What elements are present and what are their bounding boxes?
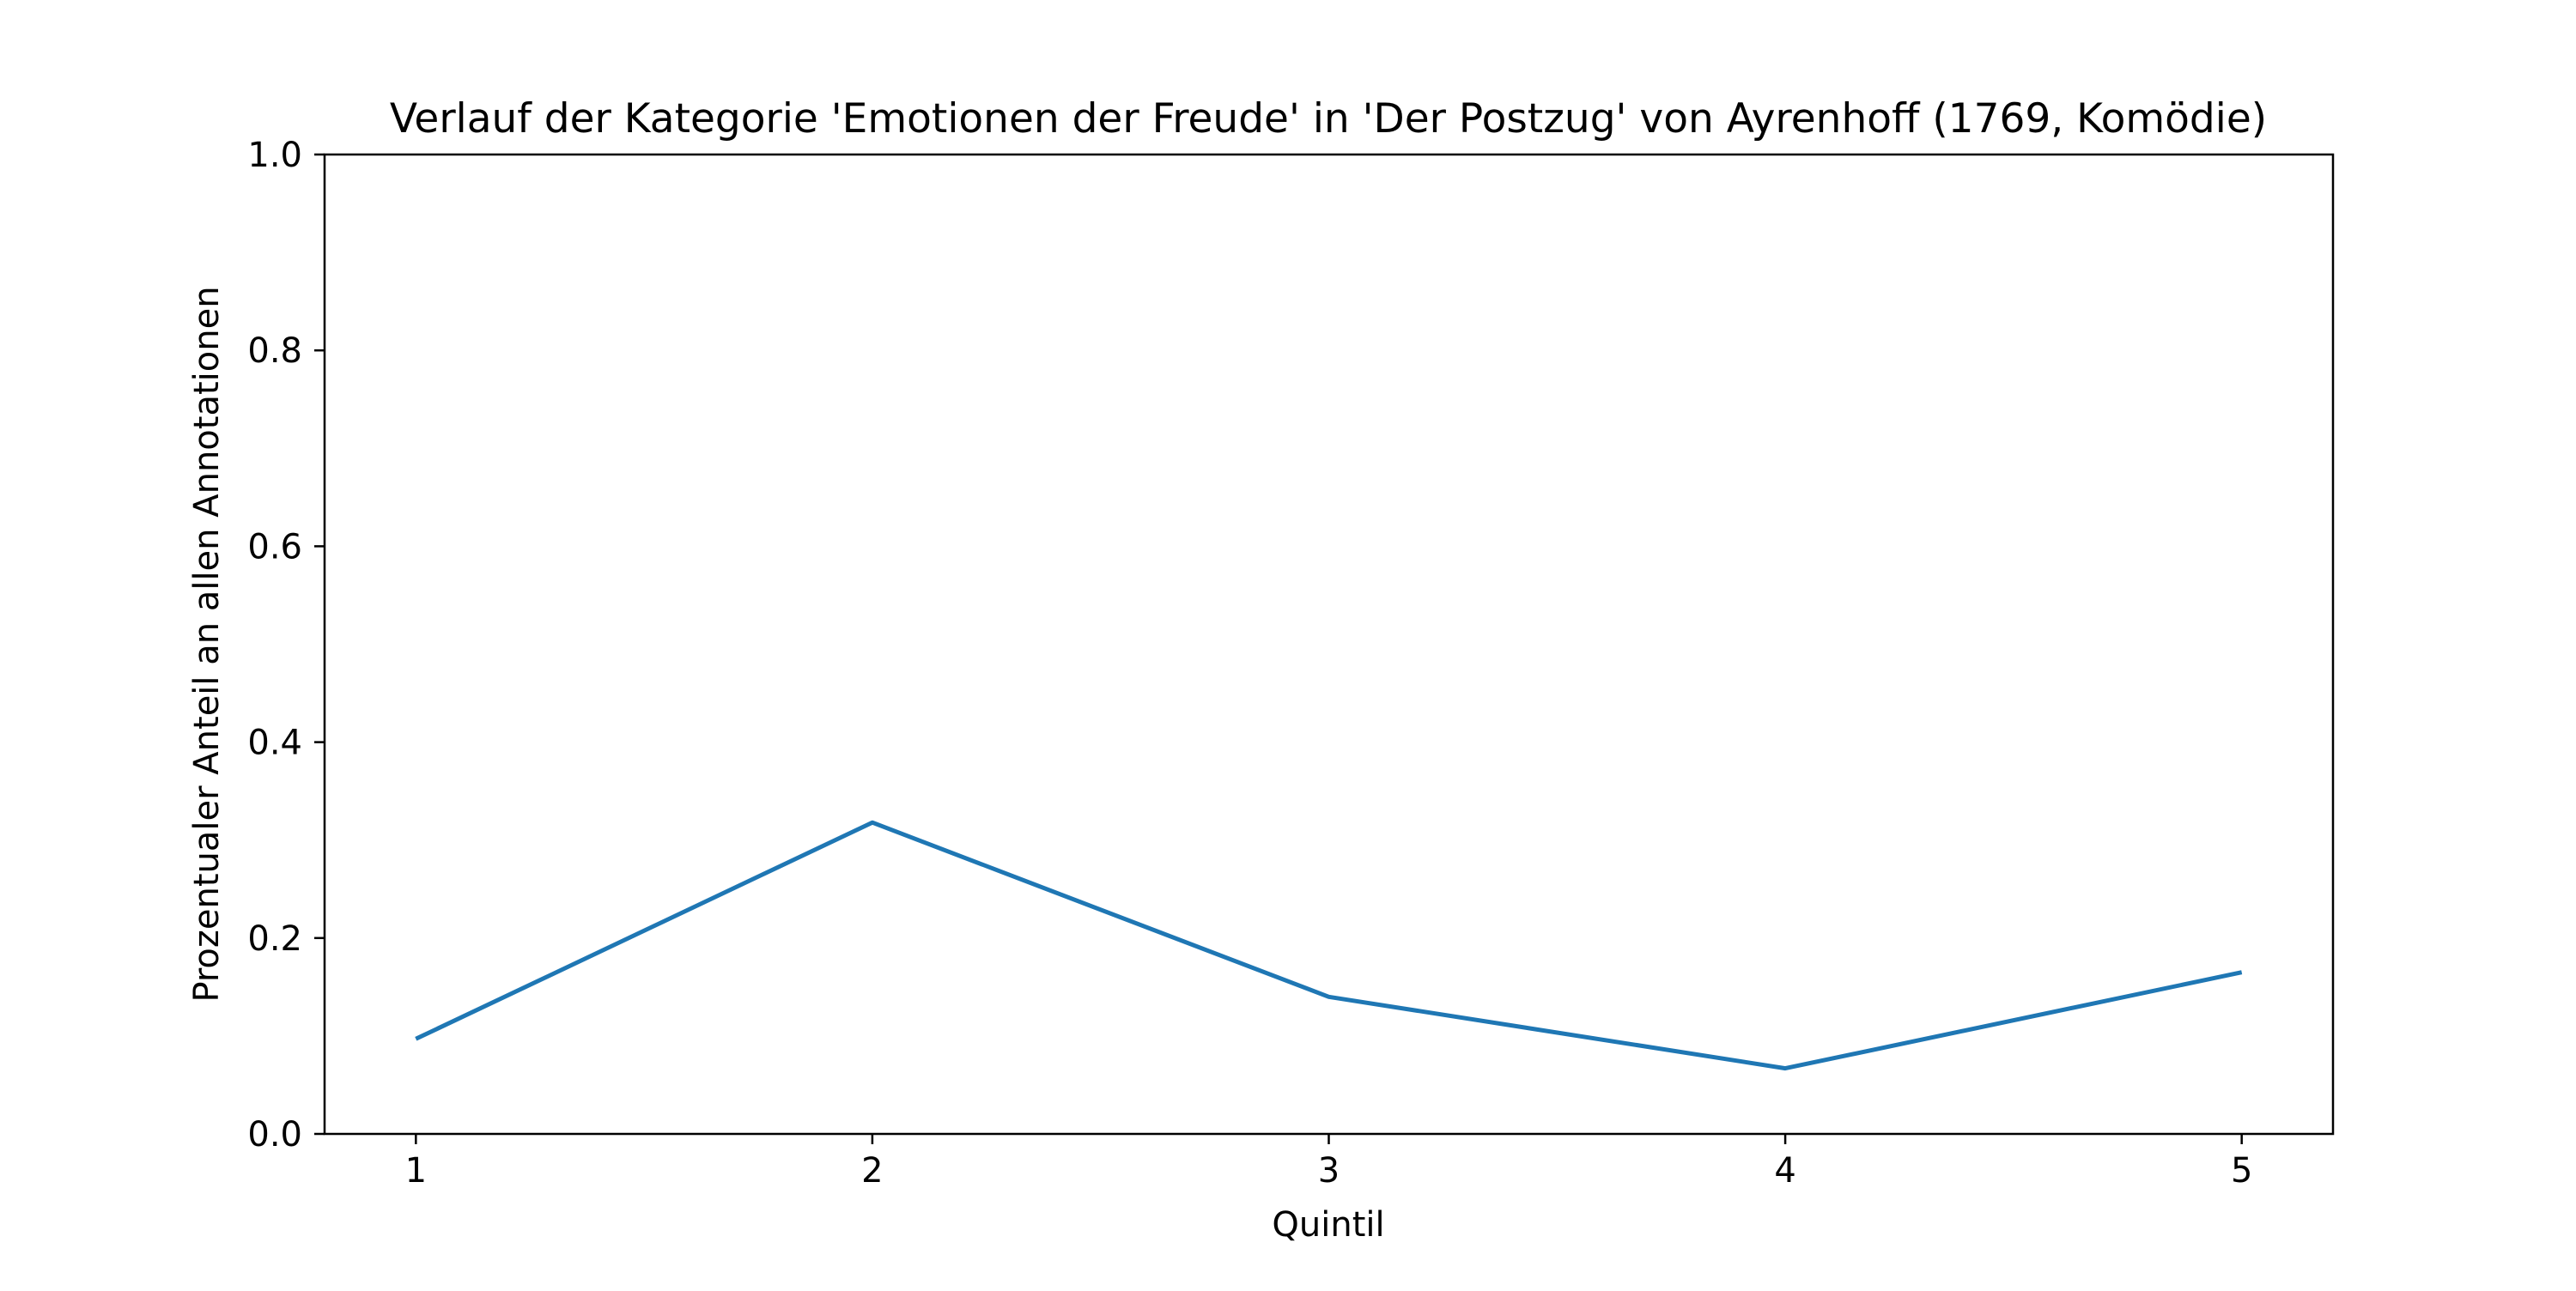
y-tick-label: 0.0 bbox=[247, 1115, 302, 1155]
y-axis-ticks: 0.0 0.2 0.4 0.6 0.8 1.0 bbox=[247, 136, 325, 1155]
x-axis-label: Quintil bbox=[1272, 1205, 1384, 1245]
y-tick-label: 0.6 bbox=[247, 527, 302, 567]
series-layer bbox=[415, 820, 2243, 1071]
y-axis-label: Prozentualer Anteil an allen Annotatione… bbox=[187, 286, 227, 1002]
y-tick-label: 1.0 bbox=[247, 136, 302, 175]
x-tick-label: 2 bbox=[861, 1151, 883, 1191]
x-tick-label: 5 bbox=[2231, 1151, 2252, 1191]
x-tick-label: 4 bbox=[1774, 1151, 1795, 1191]
y-tick-label: 0.2 bbox=[247, 919, 302, 959]
y-tick-label: 0.4 bbox=[247, 724, 302, 763]
y-tick-label: 0.8 bbox=[247, 331, 302, 371]
x-tick-label: 1 bbox=[405, 1151, 427, 1191]
x-tick-label: 3 bbox=[1318, 1151, 1340, 1191]
plot-frame bbox=[323, 153, 2335, 1136]
chart-title: Verlauf der Kategorie 'Emotionen der Fre… bbox=[390, 95, 2267, 142]
x-axis-ticks: 1 2 3 4 5 bbox=[405, 1134, 2252, 1191]
series-line bbox=[415, 820, 2243, 1071]
